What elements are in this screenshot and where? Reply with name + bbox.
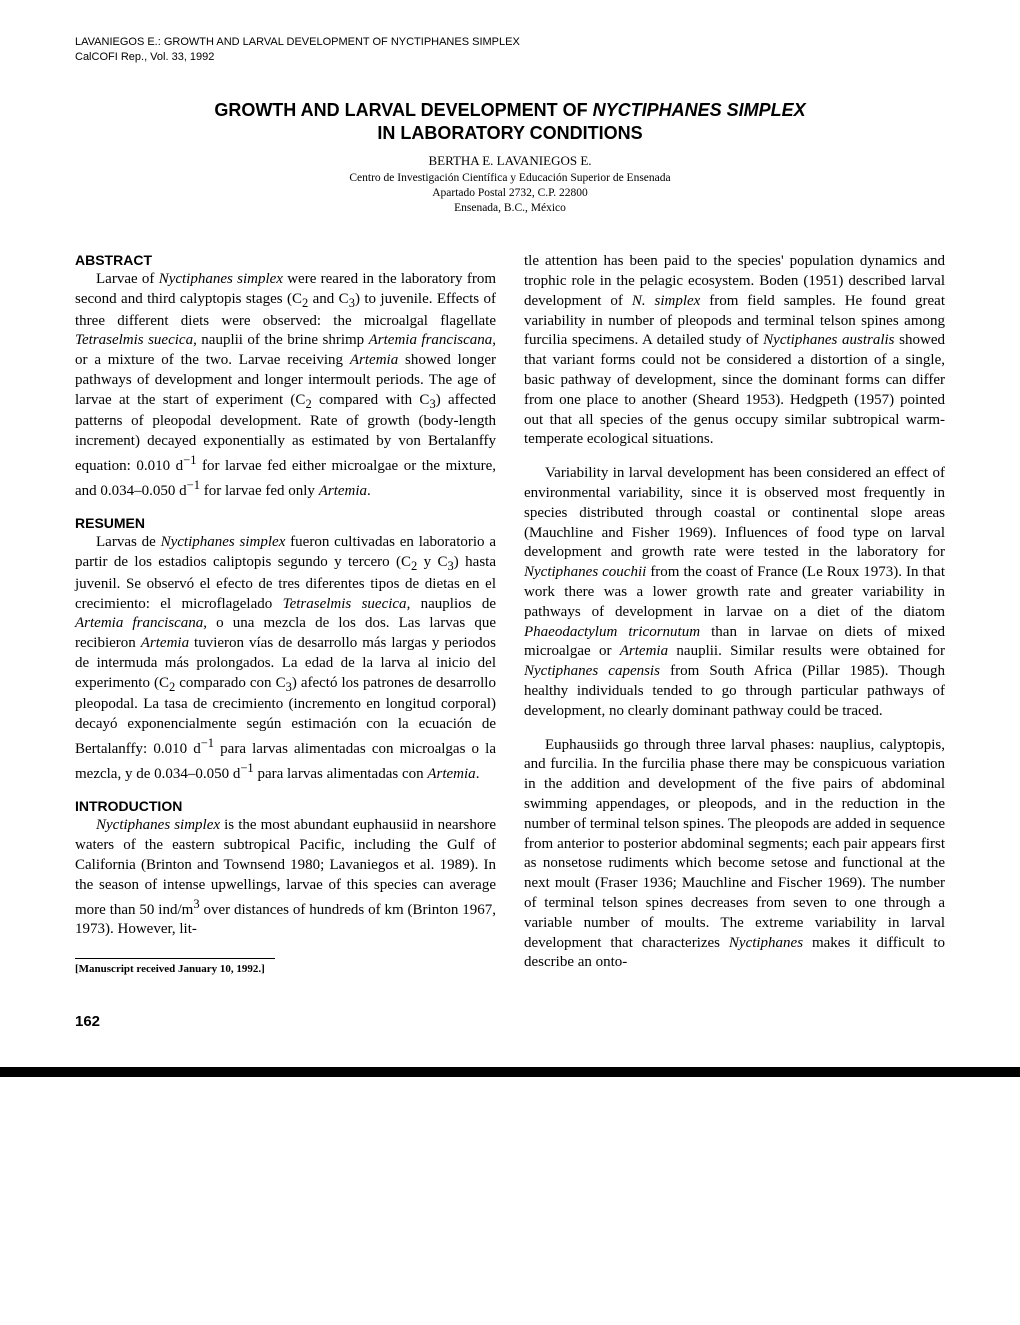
resumen-paragraph: Larvas de Nyctiphanes simplex fueron cul… (75, 533, 496, 784)
running-head: LAVANIEGOS E.: GROWTH AND LARVAL DEVELOP… (75, 35, 945, 65)
running-head-line2: CalCOFI Rep., Vol. 33, 1992 (75, 50, 945, 65)
author: BERTHA E. LAVANIEGOS E. (75, 153, 945, 169)
title-ital: NYCTIPHANES SIMPLEX (593, 100, 806, 120)
affil-line3: Ensenada, B.C., México (75, 201, 945, 216)
title-line2: IN LABORATORY CONDITIONS (377, 123, 642, 143)
footnote-rule (75, 958, 275, 959)
introduction-heading: INTRODUCTION (75, 798, 496, 814)
right-paragraph-1: tle attention has been paid to the speci… (524, 252, 945, 450)
article-title: GROWTH AND LARVAL DEVELOPMENT OF NYCTIPH… (75, 99, 945, 146)
page-number: 162 (75, 1013, 945, 1030)
affil-line1: Centro de Investigación Científica y Edu… (75, 171, 945, 186)
left-column: ABSTRACT Larvae of Nyctiphanes simplex w… (75, 252, 496, 987)
abstract-heading: ABSTRACT (75, 252, 496, 268)
abstract-paragraph: Larvae of Nyctiphanes simplex were reare… (75, 270, 496, 501)
right-paragraph-3: Euphausiids go through three larval phas… (524, 736, 945, 974)
title-block: GROWTH AND LARVAL DEVELOPMENT OF NYCTIPH… (75, 99, 945, 217)
manuscript-received-footnote: [Manuscript received January 10, 1992.] (75, 963, 496, 975)
title-pre: GROWTH AND LARVAL DEVELOPMENT OF (214, 100, 592, 120)
bottom-bar (0, 1067, 1020, 1077)
page: LAVANIEGOS E.: GROWTH AND LARVAL DEVELOP… (0, 0, 1020, 1055)
resumen-heading: RESUMEN (75, 515, 496, 531)
introduction-paragraph: Nyctiphanes simplex is the most abundant… (75, 816, 496, 940)
right-column: tle attention has been paid to the speci… (524, 252, 945, 987)
running-head-line1: LAVANIEGOS E.: GROWTH AND LARVAL DEVELOP… (75, 35, 945, 50)
columns: ABSTRACT Larvae of Nyctiphanes simplex w… (75, 252, 945, 987)
affil-line2: Apartado Postal 2732, C.P. 22800 (75, 186, 945, 201)
right-paragraph-2: Variability in larval development has be… (524, 464, 945, 721)
affiliation: Centro de Investigación Científica y Edu… (75, 171, 945, 216)
